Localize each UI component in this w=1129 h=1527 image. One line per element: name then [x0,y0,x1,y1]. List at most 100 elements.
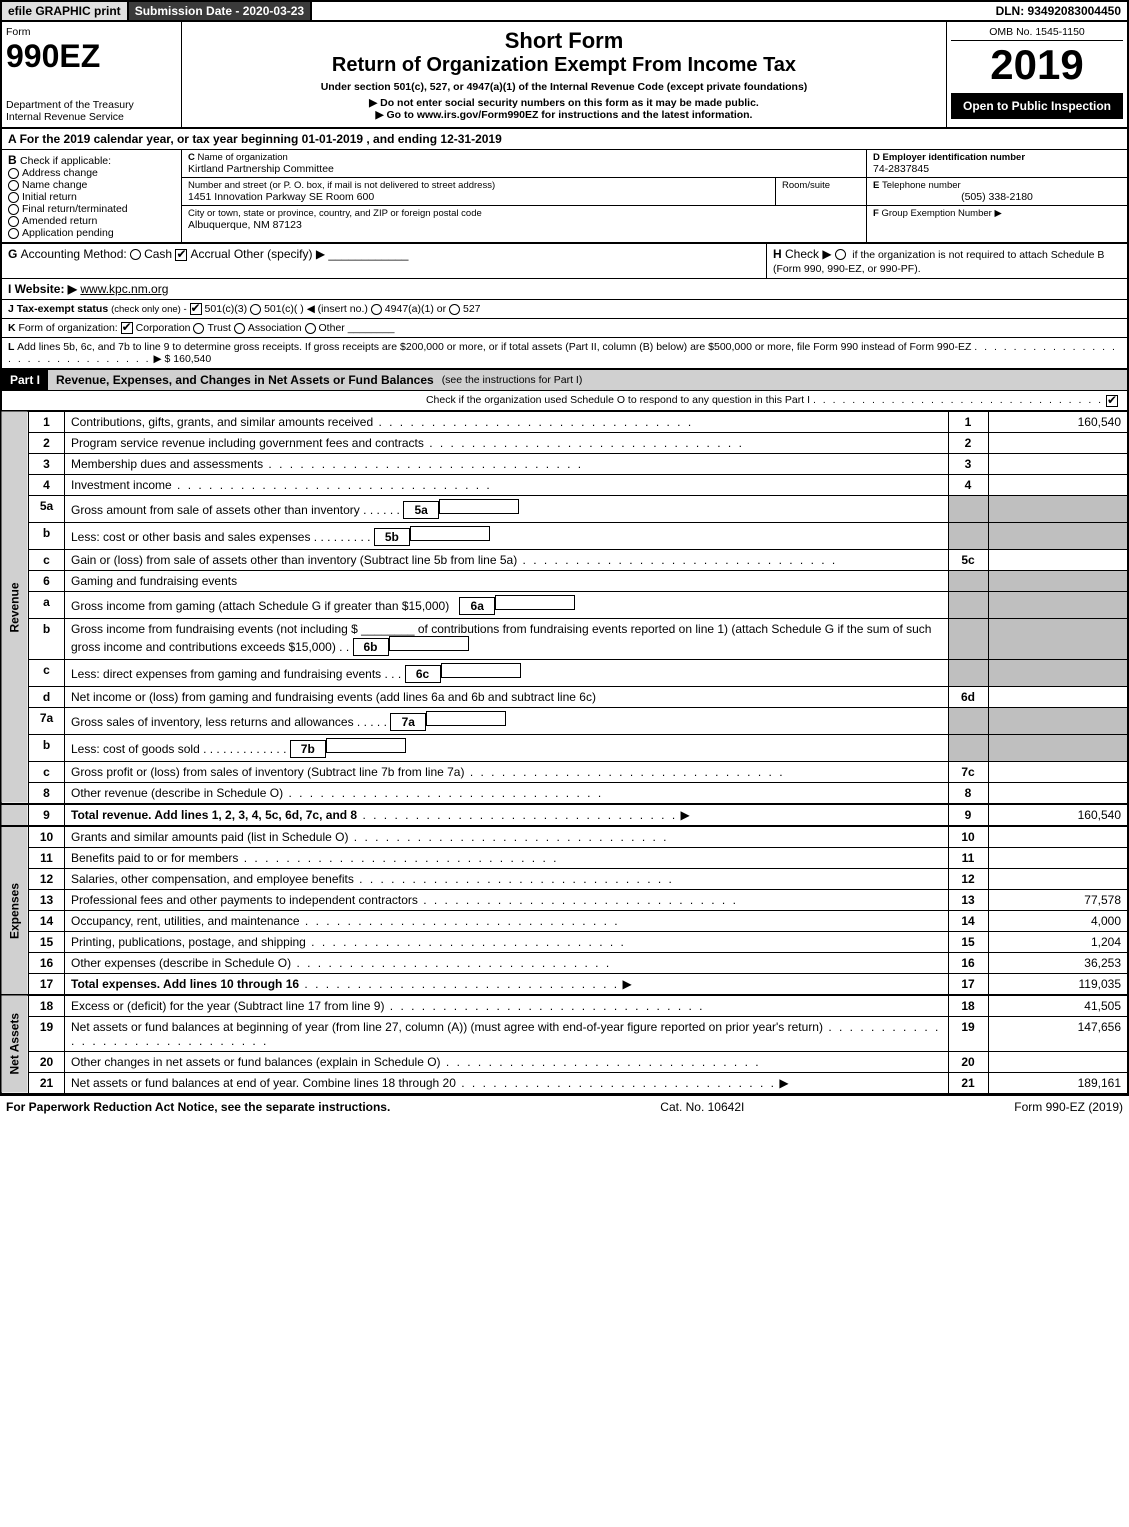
j-opt-3: 527 [463,303,481,315]
line-10-text: Grants and similar amounts paid (list in… [71,830,348,844]
4947-radio[interactable] [371,304,382,315]
ssn-warning: ▶ Do not enter social security numbers o… [188,97,940,109]
line-7c-text: Gross profit or (loss) from sales of inv… [71,765,464,779]
form-title: Return of Organization Exempt From Incom… [188,54,940,77]
short-form-title: Short Form [188,28,940,54]
arrow-icon: ▶ [622,977,631,991]
part1-title: Revenue, Expenses, and Changes in Net As… [48,373,442,387]
row-j: J Tax-exempt status (check only one) - 5… [0,300,1129,319]
b-opt-3: Final return/terminated [22,203,128,215]
line-6a: aGross income from gaming (attach Schedu… [1,591,1128,618]
line-7b: bLess: cost of goods sold . . . . . . . … [1,734,1128,761]
line-8-text: Other revenue (describe in Schedule O) [71,786,283,800]
website-label: Website: ▶ [15,282,77,296]
line-12: 12Salaries, other compensation, and empl… [1,868,1128,889]
b-label: Check if applicable: [20,155,111,167]
j-note: (check only one) - [111,304,187,315]
line-1: Revenue 1Contributions, gifts, grants, a… [1,411,1128,432]
form-header: Form 990EZ Department of the Treasury In… [0,22,1129,129]
501c-radio[interactable] [250,304,261,315]
top-bar: efile GRAPHIC print Submission Date - 20… [0,0,1129,22]
revenue-label: Revenue [1,411,29,804]
line-19-text: Net assets or fund balances at beginning… [71,1020,823,1034]
line-14: 14Occupancy, rent, utilities, and mainte… [1,910,1128,931]
sub-6a-amt [495,595,575,610]
part1-note: (see the instructions for Part I) [442,374,583,386]
line-4: 4Investment income4 [1,474,1128,495]
line-17: 17Total expenses. Add lines 10 through 1… [1,973,1128,995]
website-link[interactable]: www.kpc.nm.org [80,282,168,296]
form-ref: Form 990-EZ (2019) [1014,1100,1123,1114]
application-pending-radio[interactable] [8,228,19,239]
line-14-text: Occupancy, rent, utilities, and maintena… [71,914,300,928]
line-4-text: Investment income [71,478,172,492]
j-opt-2: 4947(a)(1) or [385,303,446,315]
line-3-text: Membership dues and assessments [71,457,263,471]
line-5c-text: Gain or (loss) from sale of assets other… [71,553,517,567]
cash-radio[interactable] [130,249,141,260]
name-change-radio[interactable] [8,180,19,191]
expenses-label: Expenses [1,826,29,995]
trust-radio[interactable] [193,323,204,334]
phone-label: Telephone number [882,180,961,191]
addr-change-radio[interactable] [8,168,19,179]
arrow-icon: ▶ [681,808,690,822]
line-11: 11Benefits paid to or for members11 [1,847,1128,868]
association-radio[interactable] [234,323,245,334]
row-i: I Website: ▶ www.kpc.nm.org [0,279,1129,300]
entity-block: B Check if applicable: Address change Na… [0,150,1129,244]
line-18: Net Assets 18Excess or (deficit) for the… [1,995,1128,1017]
b-opt-2: Initial return [22,191,77,203]
addr-label: Number and street (or P. O. box, if mail… [188,180,769,191]
line-19: 19Net assets or fund balances at beginni… [1,1016,1128,1051]
line-5b: bLess: cost or other basis and sales exp… [1,522,1128,549]
line-7c: cGross profit or (loss) from sales of in… [1,761,1128,782]
corporation-check[interactable] [121,322,133,334]
sub-6c-amt [441,663,521,678]
line-18-amount: 41,505 [988,995,1128,1017]
goto-link[interactable]: ▶ Go to www.irs.gov/Form990EZ for instru… [188,109,940,121]
line-8: 8Other revenue (describe in Schedule O)8 [1,782,1128,804]
net-assets-label: Net Assets [1,995,29,1094]
line-16: 16Other expenses (describe in Schedule O… [1,952,1128,973]
k-opt-1: Trust [207,322,231,334]
line-13-amount: 77,578 [988,889,1128,910]
k-opt-2: Association [248,322,302,334]
page-footer: For Paperwork Reduction Act Notice, see … [0,1094,1129,1118]
sub-7b-amt [326,738,406,753]
line-3: 3Membership dues and assessments3 [1,453,1128,474]
other-org-radio[interactable] [305,323,316,334]
tax-year-range: For the 2019 calendar year, or tax year … [20,132,502,146]
527-radio[interactable] [449,304,460,315]
row-a: A For the 2019 calendar year, or tax yea… [0,129,1129,150]
omb-number: OMB No. 1545-1150 [951,26,1123,41]
amended-return-radio[interactable] [8,216,19,227]
row-l: L Add lines 5b, 6c, and 7b to line 9 to … [0,338,1129,370]
b-opt-0: Address change [22,167,98,179]
initial-return-radio[interactable] [8,192,19,203]
street-address: 1451 Innovation Parkway SE Room 600 [188,191,769,203]
group-exemption-label: Group Exemption Number ▶ [881,208,1001,219]
line-15-amount: 1,204 [988,931,1128,952]
line-21-text: Net assets or fund balances at end of ye… [71,1076,456,1090]
501c3-check[interactable] [190,303,202,315]
accrual-check[interactable] [175,249,187,261]
schedule-b-radio[interactable] [835,249,846,260]
l-text: Add lines 5b, 6c, and 7b to line 9 to de… [17,341,971,353]
j-opt-1: 501(c)( ) [264,303,304,315]
line-20-text: Other changes in net assets or fund bala… [71,1055,441,1069]
line-5c: cGain or (loss) from sale of assets othe… [1,549,1128,570]
schedule-o-check[interactable] [1106,395,1118,407]
b-opt-5: Application pending [22,227,114,239]
b-opt-1: Name change [22,179,87,191]
part1-tag: Part I [2,370,48,390]
other-label: Other (specify) ▶ [234,247,325,261]
line-10: Expenses 10Grants and similar amounts pa… [1,826,1128,848]
tax-year: 2019 [951,41,1123,89]
final-return-radio[interactable] [8,204,19,215]
line-6b-text: Gross income from fundraising events (no… [71,622,358,636]
efile-print-button[interactable]: efile GRAPHIC print [2,2,129,20]
line-7a-text: Gross sales of inventory, less returns a… [71,715,354,729]
catalog-number: Cat. No. 10642I [660,1100,744,1114]
line-14-amount: 4,000 [988,910,1128,931]
